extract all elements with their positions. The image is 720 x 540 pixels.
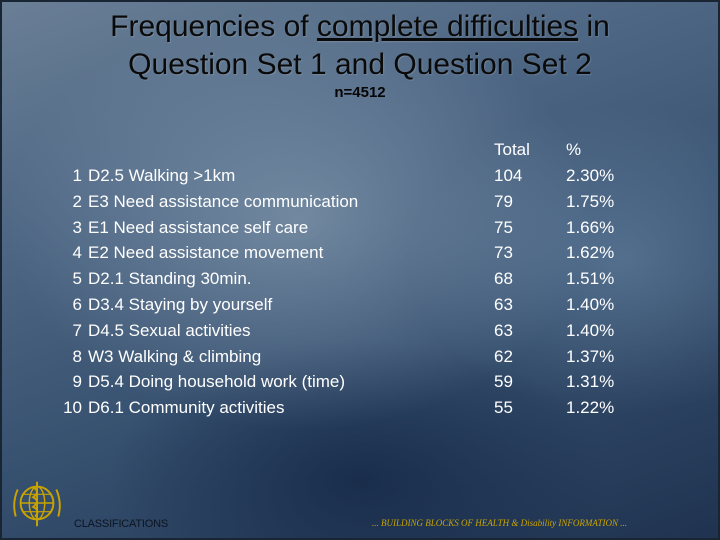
table-row: 8 W3 Walking & climbing 62 1.37% (0, 344, 720, 370)
row-number: 1 (72, 166, 82, 185)
row-total: 75 (494, 217, 513, 237)
title-part-2: in (578, 10, 610, 43)
row-percent: 1.37% (566, 346, 615, 366)
row-item: E2 Need assistance movement (88, 243, 324, 263)
row-number: 3 (72, 217, 82, 237)
row-percent: 1.51% (566, 269, 615, 289)
row-percent: 2.30% (566, 166, 615, 185)
table-row: 10 D6.1 Community activities 55 1.22% (0, 395, 720, 421)
footer-classifications: CLASSIFICATIONS (74, 518, 168, 530)
title-line-2: Question Set 1 and Question Set 2 (128, 48, 592, 81)
row-number: 8 (72, 346, 82, 366)
row-item: D2.1 Standing 30min. (88, 269, 252, 289)
table-row: 4 E2 Need assistance movement 73 1.62% (0, 240, 720, 266)
title-part-1: Frequencies of (110, 10, 317, 43)
header-percent: % (566, 140, 582, 159)
row-total: 55 (494, 398, 513, 418)
table-row: 3 E1 Need assistance self care 75 1.66% (0, 215, 720, 241)
row-number: 7 (72, 320, 82, 340)
row-number: 6 (72, 295, 82, 314)
row-total: 79 (494, 191, 513, 211)
row-item: D6.1 Community activities (88, 398, 285, 418)
table-row: 9 D5.4 Doing household work (time) 59 1.31% (0, 369, 720, 395)
row-item: W3 Walking & climbing (88, 346, 262, 366)
row-total: 63 (494, 295, 513, 314)
row-item: D3.4 Staying by yourself (88, 295, 273, 314)
table-row: 1 D2.5 Walking >1km 104 2.30% (0, 163, 720, 189)
row-total: 104 (494, 166, 523, 185)
row-number: 4 (72, 243, 82, 263)
row-percent: 1.22% (566, 398, 615, 418)
row-percent: 1.62% (566, 243, 615, 263)
row-item: D5.4 Doing household work (time) (88, 372, 346, 392)
row-number: 2 (72, 191, 82, 211)
row-percent: 1.40% (566, 320, 615, 340)
row-item: D4.5 Sexual activities (88, 320, 251, 340)
row-percent: 1.75% (566, 191, 615, 211)
row-number: 9 (72, 372, 82, 392)
title-underlined: complete difficulties (316, 10, 579, 43)
row-percent: 1.31% (566, 372, 615, 392)
row-item: E3 Need assistance communication (88, 191, 359, 211)
table-row: 6 D3.4 Staying by yourself 63 1.40% (0, 292, 720, 318)
row-total: 68 (494, 269, 513, 289)
table-row: 2 E3 Need assistance communication 79 1.75% (0, 189, 720, 215)
row-item: E1 Need assistance self care (88, 217, 309, 237)
footer-tagline: ... BUILDING BLOCKS OF HEALTH & Disabili… (372, 518, 627, 528)
table-row: 5 D2.1 Standing 30min. 68 1.51% (0, 266, 720, 292)
slide-title: Frequencies of complete difficulties in … (0, 8, 720, 84)
row-total: 63 (494, 320, 513, 340)
row-number: 10 (63, 398, 82, 418)
row-total: 73 (494, 243, 513, 263)
table-row: 7 D4.5 Sexual activities 63 1.40% (0, 318, 720, 344)
row-total: 62 (494, 346, 513, 366)
row-total: 59 (494, 372, 513, 392)
row-percent: 1.66% (566, 217, 615, 237)
row-number: 5 (72, 269, 82, 289)
header-total: Total (494, 140, 530, 159)
row-item: D2.5 Walking >1km (88, 166, 236, 185)
who-emblem-icon (13, 481, 61, 527)
row-percent: 1.40% (566, 295, 615, 314)
sample-size: n=4512 (334, 84, 386, 101)
